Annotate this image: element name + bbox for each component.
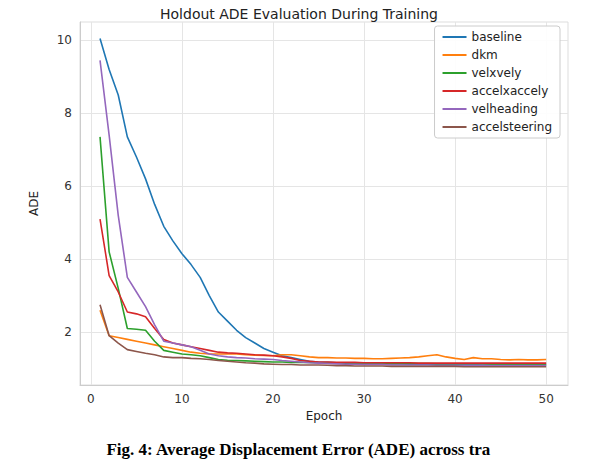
svg-text:Epoch: Epoch [306, 409, 343, 423]
svg-text:Holdout ADE Evaluation During: Holdout ADE Evaluation During Training [160, 6, 438, 22]
svg-text:4: 4 [64, 252, 72, 266]
svg-text:30: 30 [356, 392, 371, 406]
svg-text:accelsteering: accelsteering [472, 120, 552, 134]
svg-text:Fig. 4: Average Displacement E: Fig. 4: Average Displacement Error (ADE)… [106, 440, 490, 459]
svg-text:10: 10 [57, 33, 72, 47]
svg-text:dkm: dkm [472, 48, 498, 62]
svg-text:20: 20 [265, 392, 280, 406]
svg-text:8: 8 [64, 106, 72, 120]
svg-text:0: 0 [87, 392, 95, 406]
svg-text:40: 40 [447, 392, 462, 406]
svg-text:baseline: baseline [472, 30, 522, 44]
svg-text:10: 10 [174, 392, 189, 406]
svg-text:velxvely: velxvely [472, 66, 522, 80]
svg-text:accelxaccely: accelxaccely [472, 84, 549, 98]
svg-text:6: 6 [64, 179, 72, 193]
svg-text:velheading: velheading [472, 102, 538, 116]
svg-text:50: 50 [539, 392, 554, 406]
svg-text:2: 2 [64, 325, 72, 339]
svg-text:ADE: ADE [27, 191, 41, 216]
